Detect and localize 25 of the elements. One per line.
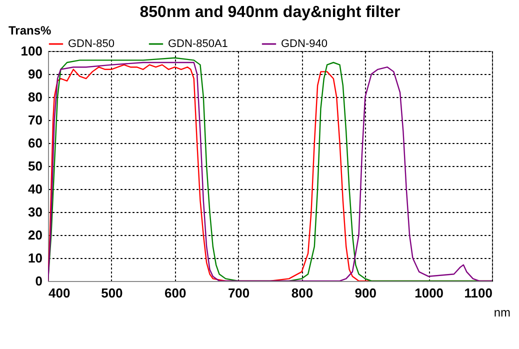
y-tick-label: 0 <box>35 274 42 288</box>
legend-label: GDN-850A1 <box>168 38 228 50</box>
y-tick-label: 10 <box>28 250 42 266</box>
x-tick-label: 700 <box>228 286 250 300</box>
y-tick-label: 50 <box>28 158 42 174</box>
x-tick-label: 1000 <box>414 286 444 300</box>
y-tick-label: 100 <box>20 44 42 58</box>
legend-label: GDN-850 <box>68 38 114 50</box>
x-tick-label: 800 <box>291 286 314 300</box>
y-tick-label: 30 <box>28 204 42 220</box>
y-tick-label: 40 <box>28 182 42 196</box>
y-tick-label: 80 <box>28 90 42 104</box>
x-tick-label: 600 <box>164 286 186 300</box>
y-tick-label: 70 <box>28 112 42 128</box>
chart-title: 850nm and 940nm day&night filter <box>140 4 400 21</box>
y-tick-label: 20 <box>28 228 42 242</box>
y-tick-label: 60 <box>28 136 42 150</box>
x-tick-label: 400 <box>48 286 70 300</box>
x-axis-title: nm <box>494 306 510 320</box>
x-tick-label: 500 <box>101 286 123 300</box>
x-tick-label: 1100 <box>464 286 492 300</box>
x-tick-label: 900 <box>354 286 376 300</box>
y-tick-label: 90 <box>28 66 42 82</box>
legend-label: GDN-940 <box>281 38 328 50</box>
y-axis-title: Trans% <box>8 24 52 38</box>
